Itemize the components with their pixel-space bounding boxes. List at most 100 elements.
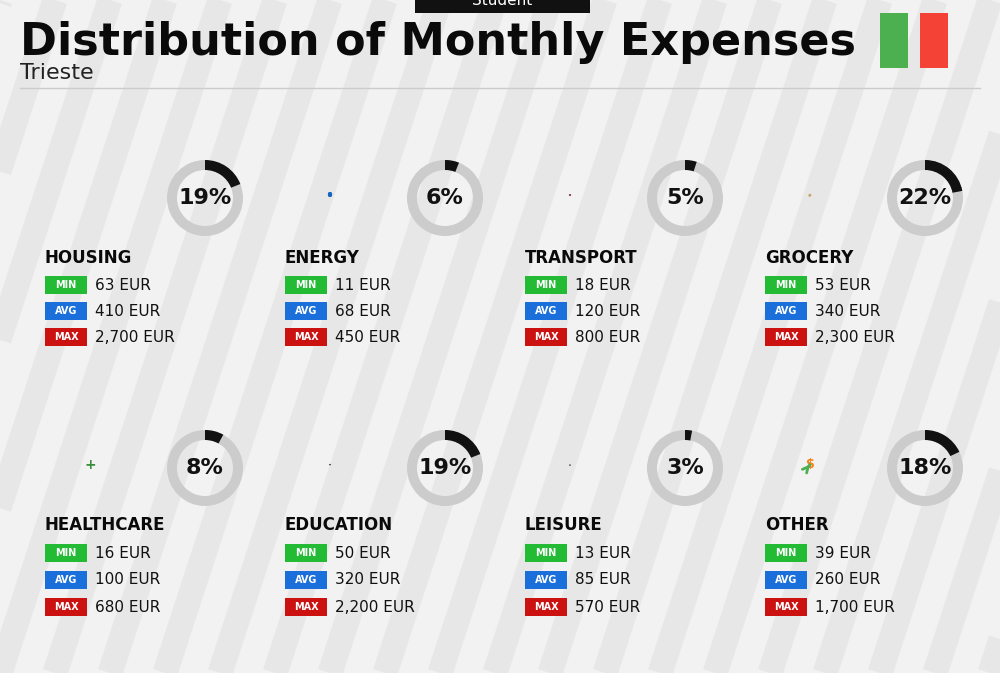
Wedge shape	[445, 160, 459, 172]
Wedge shape	[445, 430, 480, 458]
Text: HOUSING: HOUSING	[45, 249, 132, 267]
Text: MIN: MIN	[535, 280, 557, 290]
Text: 19%: 19%	[418, 458, 472, 478]
Text: 320 EUR: 320 EUR	[335, 573, 400, 588]
FancyBboxPatch shape	[45, 544, 87, 562]
Text: AVG: AVG	[535, 575, 557, 585]
Text: MIN: MIN	[775, 280, 797, 290]
Wedge shape	[205, 160, 240, 188]
FancyBboxPatch shape	[765, 571, 807, 589]
Text: $: $	[806, 458, 814, 471]
Text: AVG: AVG	[775, 575, 797, 585]
Text: 39 EUR: 39 EUR	[815, 546, 871, 561]
FancyBboxPatch shape	[765, 328, 807, 346]
Text: 2,200 EUR: 2,200 EUR	[335, 600, 415, 614]
Text: 5%: 5%	[666, 188, 704, 208]
Text: 11 EUR: 11 EUR	[335, 277, 391, 293]
Wedge shape	[685, 160, 697, 172]
Wedge shape	[205, 430, 223, 444]
Text: 680 EUR: 680 EUR	[95, 600, 160, 614]
Text: 100 EUR: 100 EUR	[95, 573, 160, 588]
Text: 53 EUR: 53 EUR	[815, 277, 871, 293]
FancyBboxPatch shape	[765, 598, 807, 616]
Text: 22%: 22%	[898, 188, 952, 208]
Text: MAX: MAX	[774, 602, 798, 612]
FancyBboxPatch shape	[285, 302, 327, 320]
Text: 2,700 EUR: 2,700 EUR	[95, 330, 175, 345]
Wedge shape	[647, 430, 723, 506]
FancyBboxPatch shape	[525, 544, 567, 562]
FancyBboxPatch shape	[525, 302, 567, 320]
Text: 8%: 8%	[186, 458, 224, 478]
Wedge shape	[925, 430, 959, 456]
Text: MIN: MIN	[55, 548, 77, 558]
Text: 450 EUR: 450 EUR	[335, 330, 400, 345]
Wedge shape	[167, 160, 243, 236]
Text: 68 EUR: 68 EUR	[335, 304, 391, 318]
Text: 3%: 3%	[666, 458, 704, 478]
Text: Trieste: Trieste	[20, 63, 94, 83]
Wedge shape	[887, 430, 963, 506]
Text: 18 EUR: 18 EUR	[575, 277, 631, 293]
Text: 19%: 19%	[178, 188, 232, 208]
Wedge shape	[887, 160, 963, 236]
Text: 570 EUR: 570 EUR	[575, 600, 640, 614]
Text: AVG: AVG	[535, 306, 557, 316]
Text: 16 EUR: 16 EUR	[95, 546, 151, 561]
Text: MIN: MIN	[295, 548, 317, 558]
FancyBboxPatch shape	[45, 598, 87, 616]
Text: 1,700 EUR: 1,700 EUR	[815, 600, 895, 614]
Wedge shape	[167, 430, 243, 506]
Text: Distribution of Monthly Expenses: Distribution of Monthly Expenses	[20, 22, 856, 65]
FancyBboxPatch shape	[525, 598, 567, 616]
FancyBboxPatch shape	[285, 598, 327, 616]
Text: 800 EUR: 800 EUR	[575, 330, 640, 345]
FancyBboxPatch shape	[285, 571, 327, 589]
Text: MAX: MAX	[54, 332, 78, 342]
Text: MIN: MIN	[295, 280, 317, 290]
Text: MAX: MAX	[294, 602, 318, 612]
FancyBboxPatch shape	[45, 328, 87, 346]
Text: MIN: MIN	[775, 548, 797, 558]
Text: TRANSPORT: TRANSPORT	[525, 249, 638, 267]
Text: 6%: 6%	[426, 188, 464, 208]
Text: MAX: MAX	[534, 332, 558, 342]
FancyBboxPatch shape	[45, 302, 87, 320]
Wedge shape	[925, 160, 962, 192]
FancyBboxPatch shape	[415, 0, 590, 13]
FancyBboxPatch shape	[880, 13, 908, 68]
Text: MAX: MAX	[54, 602, 78, 612]
Text: 50 EUR: 50 EUR	[335, 546, 391, 561]
Text: MAX: MAX	[534, 602, 558, 612]
Text: HEALTHCARE: HEALTHCARE	[45, 516, 166, 534]
Text: ENERGY: ENERGY	[285, 249, 360, 267]
FancyBboxPatch shape	[45, 571, 87, 589]
Wedge shape	[407, 160, 483, 236]
Text: LEISURE: LEISURE	[525, 516, 603, 534]
Text: AVG: AVG	[55, 306, 77, 316]
Text: MAX: MAX	[774, 332, 798, 342]
FancyBboxPatch shape	[45, 276, 87, 294]
FancyBboxPatch shape	[765, 302, 807, 320]
Text: EDUCATION: EDUCATION	[285, 516, 393, 534]
Text: +: +	[84, 458, 96, 472]
Text: 13 EUR: 13 EUR	[575, 546, 631, 561]
Text: 18%: 18%	[898, 458, 952, 478]
Text: AVG: AVG	[295, 306, 317, 316]
Text: 260 EUR: 260 EUR	[815, 573, 880, 588]
Text: 63 EUR: 63 EUR	[95, 277, 151, 293]
FancyBboxPatch shape	[765, 544, 807, 562]
Text: OTHER: OTHER	[765, 516, 829, 534]
Text: 120 EUR: 120 EUR	[575, 304, 640, 318]
Text: GROCERY: GROCERY	[765, 249, 853, 267]
Text: MIN: MIN	[55, 280, 77, 290]
Text: Student: Student	[472, 0, 533, 8]
Text: 85 EUR: 85 EUR	[575, 573, 631, 588]
FancyBboxPatch shape	[285, 276, 327, 294]
FancyBboxPatch shape	[525, 276, 567, 294]
FancyBboxPatch shape	[525, 571, 567, 589]
FancyBboxPatch shape	[765, 276, 807, 294]
Text: MAX: MAX	[294, 332, 318, 342]
FancyBboxPatch shape	[525, 328, 567, 346]
Text: AVG: AVG	[775, 306, 797, 316]
